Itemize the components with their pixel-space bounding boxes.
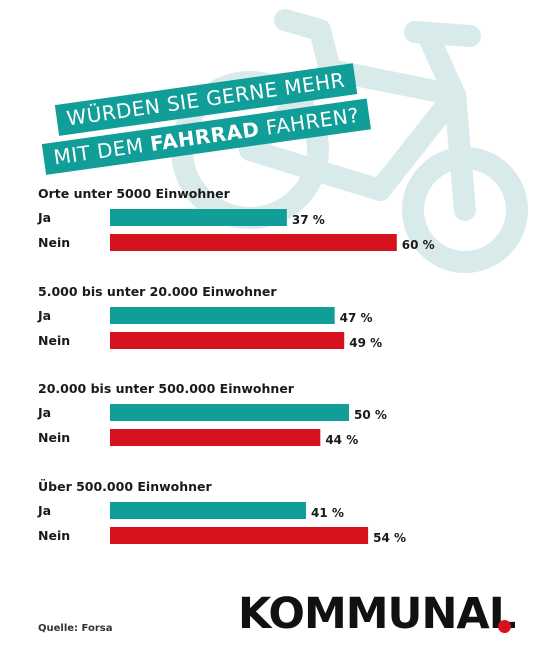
bar-nein bbox=[110, 332, 345, 349]
group-title: 5.000 bis unter 20.000 Einwohner bbox=[38, 284, 277, 299]
bar-nein bbox=[110, 234, 397, 251]
row-label-ja: Ja bbox=[37, 308, 51, 323]
value-label: 41 % bbox=[311, 506, 344, 520]
value-label: 60 % bbox=[402, 238, 435, 252]
bar-nein bbox=[110, 527, 369, 544]
value-label: 54 % bbox=[373, 531, 406, 545]
row-label-nein: Nein bbox=[38, 333, 70, 348]
row-label-nein: Nein bbox=[38, 528, 70, 543]
bar-chart: Orte unter 5000 Einwohner Ja 37 % Nein 60 % 5… bbox=[37, 186, 435, 545]
kommunal-logo: KOMMUNAL bbox=[238, 589, 516, 639]
bar-ja bbox=[110, 209, 287, 226]
group-title: Über 500.000 Einwohner bbox=[38, 479, 213, 494]
group-title: 20.000 bis unter 500.000 Einwohner bbox=[38, 381, 295, 396]
value-label: 44 % bbox=[325, 433, 358, 447]
bar-ja bbox=[110, 307, 335, 324]
row-label-nein: Nein bbox=[38, 430, 70, 445]
value-label: 49 % bbox=[349, 336, 382, 350]
logo-dot bbox=[498, 620, 511, 633]
row-label-nein: Nein bbox=[38, 235, 70, 250]
value-label: 47 % bbox=[340, 311, 373, 325]
value-label: 50 % bbox=[354, 408, 387, 422]
row-label-ja: Ja bbox=[37, 503, 51, 518]
group-title: Orte unter 5000 Einwohner bbox=[38, 186, 231, 201]
source-note: Quelle: Forsa bbox=[38, 623, 113, 634]
row-label-ja: Ja bbox=[37, 210, 51, 225]
bar-ja bbox=[110, 404, 349, 421]
bar-ja bbox=[110, 502, 306, 519]
bar-nein bbox=[110, 429, 321, 446]
value-label: 37 % bbox=[292, 213, 325, 227]
row-label-ja: Ja bbox=[37, 405, 51, 420]
